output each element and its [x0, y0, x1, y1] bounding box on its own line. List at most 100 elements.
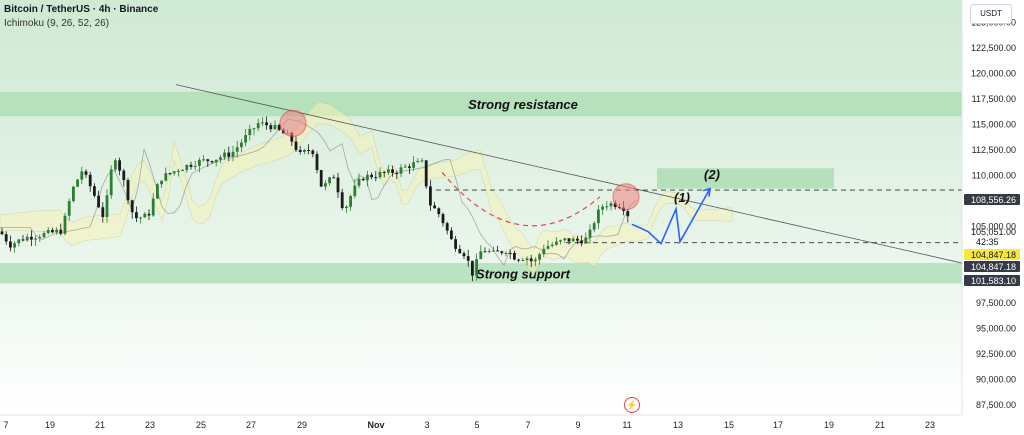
- candle: [265, 122, 268, 126]
- candle: [17, 239, 21, 244]
- candle: [555, 241, 558, 245]
- ichimoku-cloud: [0, 101, 733, 277]
- price-tag-box: [964, 194, 1020, 205]
- candle: [580, 240, 583, 244]
- candle: [508, 252, 512, 254]
- price-tag-label: 104,847.18: [971, 262, 1016, 272]
- candle: [202, 159, 205, 161]
- candle: [214, 159, 218, 163]
- candle: [420, 160, 424, 162]
- candle: [416, 160, 420, 163]
- time-tick-label: 17: [773, 420, 783, 430]
- candle: [130, 200, 134, 213]
- cup-pattern-curve: [441, 171, 601, 227]
- candle: [592, 223, 596, 230]
- candle: [525, 258, 529, 261]
- candle: [399, 167, 403, 174]
- time-tick-label: 5: [474, 420, 479, 430]
- candle: [181, 170, 184, 172]
- candle: [584, 237, 588, 244]
- resistance-zone: [0, 91, 962, 117]
- candle: [256, 123, 260, 129]
- candle: [84, 171, 88, 175]
- candle: [441, 214, 445, 224]
- candle: [374, 177, 378, 179]
- time-tick-label: 11: [622, 420, 631, 430]
- target-label-1: (1): [674, 190, 690, 205]
- rejection-circle-right: [612, 183, 640, 211]
- candle: [34, 238, 37, 240]
- price-tag-label: 104,847.18: [971, 250, 1016, 260]
- candle: [172, 171, 176, 174]
- ichimoku-baseline: [0, 118, 637, 266]
- candle: [290, 132, 294, 142]
- candle: [21, 239, 25, 241]
- price-tag-label: 108,556.26: [971, 195, 1016, 205]
- candle: [105, 195, 109, 217]
- candle: [277, 124, 281, 130]
- currency-button[interactable]: USDT: [970, 4, 1012, 24]
- candle: [177, 171, 180, 173]
- time-tick-label: 3: [424, 420, 429, 430]
- candle: [319, 170, 323, 187]
- time-tick-label: 19: [824, 420, 834, 430]
- candle: [504, 252, 508, 254]
- time-tick-label: 9: [575, 420, 580, 430]
- price-tag-label: 101,583.10: [971, 276, 1016, 286]
- support-zone: [0, 263, 962, 284]
- time-tick-label: 25: [196, 420, 206, 430]
- candle: [315, 154, 319, 171]
- target-zone: [657, 168, 834, 189]
- candle: [332, 177, 336, 179]
- chart-header: Bitcoin / TetherUS · 4h · Binance Ichimo…: [4, 3, 158, 31]
- tradingview-logo-icon[interactable]: ⚡: [624, 397, 640, 413]
- candle: [303, 150, 306, 152]
- candle: [30, 236, 33, 240]
- price-tick-label: 105,000.00: [971, 221, 1016, 231]
- descending-trendline: [175, 84, 963, 264]
- candle: [542, 248, 546, 255]
- resistance-label: Strong resistance: [468, 97, 578, 112]
- candle: [139, 217, 142, 219]
- candle: [160, 180, 163, 185]
- candle: [597, 209, 600, 224]
- candle: [517, 259, 520, 261]
- projection-arrowhead: [702, 187, 711, 197]
- projected-path: [631, 188, 711, 246]
- candle: [252, 128, 256, 130]
- candle: [500, 251, 504, 254]
- candle: [563, 238, 567, 241]
- candle: [605, 206, 609, 208]
- candle: [349, 195, 352, 207]
- price-tag-box: [964, 261, 1020, 272]
- candle: [156, 184, 159, 199]
- candle: [391, 169, 394, 174]
- candle: [340, 192, 344, 209]
- candle: [193, 165, 197, 167]
- candle: [433, 205, 436, 209]
- candle: [219, 157, 222, 160]
- candle: [336, 177, 340, 193]
- candle: [466, 256, 470, 261]
- candle: [513, 253, 516, 260]
- candle: [546, 246, 550, 249]
- candle: [147, 213, 151, 216]
- price-tick-label: 115,000.00: [972, 119, 1016, 129]
- candle: [88, 174, 92, 187]
- candle: [122, 170, 126, 181]
- candle: [424, 160, 428, 187]
- time-tick-label: Nov: [367, 420, 384, 430]
- candle: [114, 160, 117, 170]
- time-tick-label: 7: [3, 420, 8, 430]
- candle: [534, 259, 537, 262]
- candle: [67, 201, 71, 216]
- price-tag-countdown: 42:35: [976, 237, 999, 247]
- candle: [298, 149, 302, 152]
- candle: [231, 151, 235, 157]
- candle: [261, 122, 264, 124]
- price-tick-label: 110,000.00: [972, 170, 1016, 180]
- candle: [72, 186, 75, 202]
- candle: [240, 142, 243, 148]
- candle: [361, 178, 365, 181]
